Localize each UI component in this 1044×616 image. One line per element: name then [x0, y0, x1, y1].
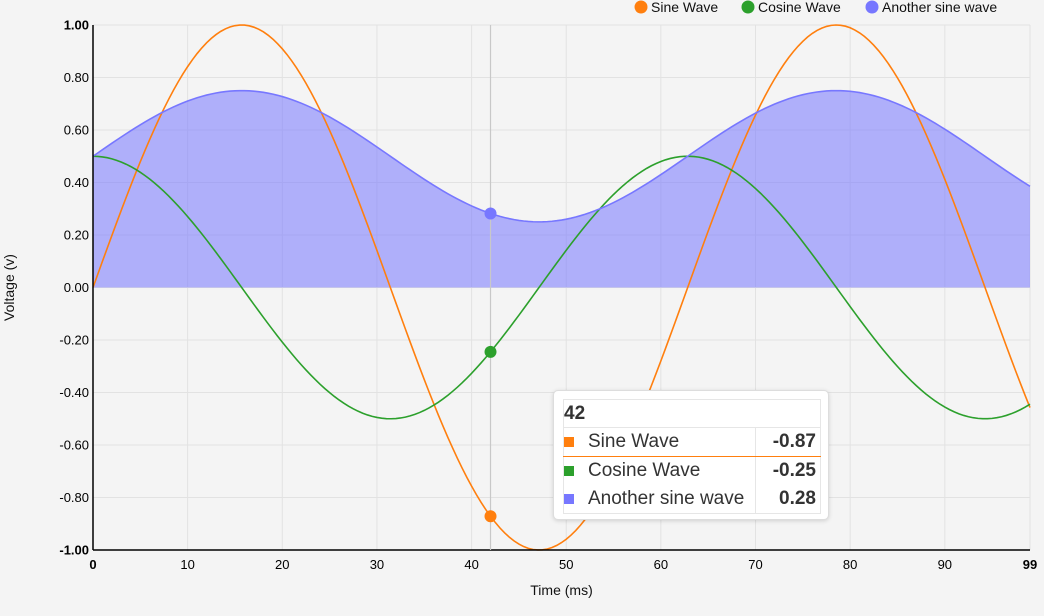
legend-item-0[interactable]: Sine Wave [634, 0, 719, 15]
tooltip-swatch-cell [563, 427, 584, 457]
y-tick-label: 0.40 [64, 175, 89, 190]
legend-label: Another sine wave [882, 0, 997, 15]
hover-point-2[interactable] [484, 207, 497, 220]
tooltip-swatch [564, 493, 574, 504]
series-line-0[interactable] [92, 24, 1031, 551]
tooltip-value: 0.28 [755, 485, 821, 514]
legend-item-1[interactable]: Cosine Wave [741, 0, 841, 15]
x-tick-label: 40 [464, 557, 478, 572]
tooltip-swatch [564, 436, 574, 447]
tooltip-table: 42 Sine Wave -0.87 Cosine Wave -0.25 Another… [563, 399, 821, 514]
hover-point-0[interactable] [484, 510, 497, 523]
tooltip-value: -0.25 [755, 456, 821, 485]
tooltip-row: Cosine Wave -0.25 [564, 456, 821, 486]
series-area-2 [93, 90, 1030, 288]
x-tick-label: 20 [275, 557, 289, 572]
y-axis-label: Voltage (v) [1, 254, 17, 321]
x-tick-label: 80 [843, 557, 857, 572]
tooltip-swatch-cell [564, 457, 585, 486]
y-tick-label: 0.80 [64, 70, 89, 85]
y-tick-label: -0.20 [59, 333, 89, 348]
tooltip-series-name: Sine Wave [584, 427, 756, 457]
legend-marker [865, 0, 879, 14]
tooltip-header: 42 [563, 399, 821, 428]
y-tick-label: -0.60 [59, 438, 89, 453]
tooltip-row: Sine Wave -0.87 [563, 427, 821, 457]
tooltip-row: Another sine wave 0.28 [564, 485, 821, 514]
legend[interactable]: Sine Wave Cosine Wave Another sine wave [634, 0, 998, 15]
y-tick-label: 0.20 [64, 228, 89, 243]
x-axis-label: Time (ms) [530, 582, 592, 598]
legend-item-2[interactable]: Another sine wave [865, 0, 998, 15]
x-tick-label: 10 [180, 557, 194, 572]
tooltip: 42 Sine Wave -0.87 Cosine Wave -0.25 Another… [553, 390, 829, 520]
x-tick-label: 60 [654, 557, 668, 572]
x-tick-label: 70 [748, 557, 762, 572]
area-layer [93, 90, 1030, 288]
y-tick-label: -0.80 [59, 490, 89, 505]
legend-label: Sine Wave [651, 0, 718, 15]
line-layer [92, 24, 1031, 551]
y-tick-label: -1.00 [59, 543, 89, 558]
tooltip-series-name: Another sine wave [588, 488, 745, 509]
tooltip-swatch-cell [564, 485, 585, 514]
y-tick-label: -0.40 [59, 385, 89, 400]
tooltip-value: -0.87 [755, 427, 821, 457]
legend-label: Cosine Wave [758, 0, 841, 15]
y-tick-label: 0.60 [64, 123, 89, 138]
axes: 1.00 0.80 0.60 0.40 0.20 0.00 -0.20 -0.40 -0.60 -… [1, 18, 1037, 599]
hover-layer [484, 25, 497, 550]
series-line-2[interactable] [92, 89, 1031, 223]
x-tick-label: 99 [1023, 557, 1037, 572]
legend-marker [741, 0, 755, 14]
legend-marker [634, 0, 648, 14]
y-tick-label: 0.00 [64, 280, 89, 295]
x-tick-label: 90 [938, 557, 952, 572]
x-tick-label: 50 [559, 557, 573, 572]
tooltip-body: Sine Wave -0.87 Cosine Wave -0.25 Another si… [563, 427, 821, 514]
x-tick-label: 0 [89, 557, 96, 572]
series-line-1[interactable] [92, 155, 1031, 420]
hover-point-1[interactable] [484, 345, 497, 358]
y-tick-label: 1.00 [64, 18, 89, 33]
tooltip-swatch [564, 465, 574, 476]
tooltip-series-name: Cosine Wave [588, 460, 701, 481]
x-tick-label: 30 [370, 557, 384, 572]
